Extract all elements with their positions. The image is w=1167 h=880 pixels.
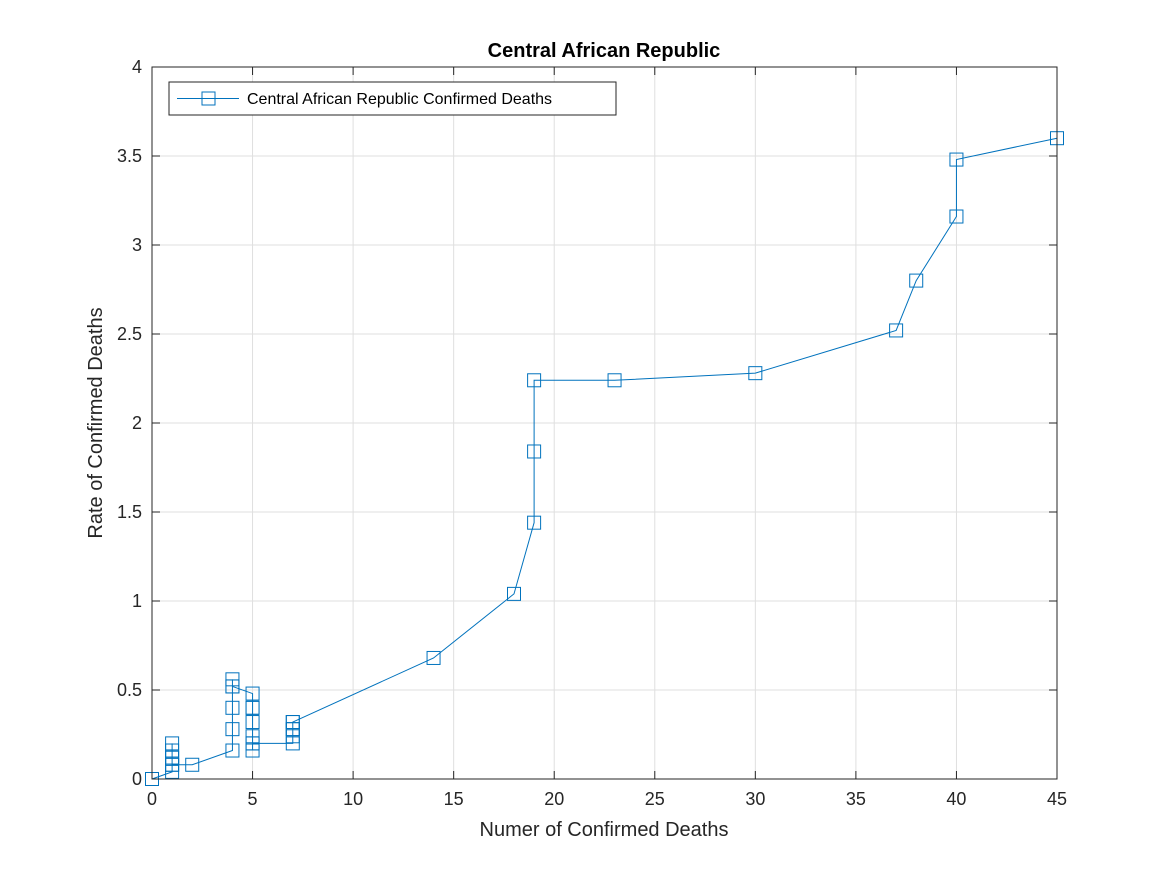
x-tick-label: 15 (444, 789, 464, 809)
y-tick-label: 2 (132, 413, 142, 433)
data-point-marker (225, 700, 240, 715)
data-point-marker (165, 764, 180, 779)
x-tick-label: 25 (645, 789, 665, 809)
x-axis-label: Numer of Confirmed Deaths (480, 819, 729, 841)
data-point-marker (225, 679, 240, 694)
y-tick-label: 3 (132, 235, 142, 255)
y-tick-label: 2.5 (117, 324, 142, 344)
data-point-marker (245, 729, 260, 744)
x-tick-label: 20 (544, 789, 564, 809)
x-tick-label: 35 (846, 789, 866, 809)
data-point-marker (527, 515, 542, 530)
data-point-marker (245, 736, 260, 751)
data-point-marker (225, 672, 240, 687)
data-point-marker (225, 722, 240, 737)
data-point-marker (889, 323, 904, 338)
y-tick-label: 4 (132, 57, 142, 77)
data-point-marker (245, 715, 260, 730)
data-point-marker (748, 366, 763, 381)
x-tick-label: 30 (745, 789, 765, 809)
y-tick-label: 0 (132, 769, 142, 789)
ticks: 0 5 10 15 20 25 30 35 40 45 0 0.5 1 1.5 2 2.5 3 3.5 4 (117, 57, 1067, 809)
data-point-marker (165, 750, 180, 765)
x-tick-label: 5 (248, 789, 258, 809)
y-axis-label: Rate of Confirmed Deaths (85, 307, 107, 538)
data-point-marker (285, 715, 300, 730)
data-point-marker (285, 729, 300, 744)
data-point-marker (165, 743, 180, 758)
series-line (151, 137, 1058, 780)
data-point-marker (949, 152, 964, 167)
data-point-marker (245, 743, 260, 758)
y-tick-label: 1.5 (117, 502, 142, 522)
data-point-marker (245, 686, 260, 701)
legend-entry-label: Central African Republic Confirmed Death… (247, 91, 552, 108)
legend-box (168, 81, 617, 116)
data-point-marker (949, 209, 964, 224)
data-point-marker (225, 743, 240, 758)
legend-marker-icon (201, 91, 216, 106)
data-point-marker (245, 700, 260, 715)
data-point-marker (426, 650, 441, 665)
y-tick-label: 3.5 (117, 146, 142, 166)
series-layer (145, 131, 1064, 786)
legend: Central African Republic Confirmed Death… (168, 81, 617, 116)
data-point-marker (285, 736, 300, 751)
data-point-marker (527, 444, 542, 459)
y-tick-label: 0.5 (117, 680, 142, 700)
x-tick-label: 45 (1047, 789, 1067, 809)
data-point-marker (507, 586, 521, 601)
data-point-marker (607, 373, 622, 388)
data-point-marker (909, 273, 924, 288)
data-point-marker (165, 757, 180, 772)
chart-title: Central African Republic (488, 40, 721, 62)
data-point-marker (527, 373, 542, 388)
x-tick-label: 0 (147, 789, 157, 809)
data-point-marker (185, 757, 200, 772)
y-tick-label: 1 (132, 591, 142, 611)
x-tick-label: 10 (343, 789, 363, 809)
data-point-marker (285, 722, 300, 737)
data-point-marker (165, 736, 180, 751)
x-tick-label: 40 (946, 789, 966, 809)
